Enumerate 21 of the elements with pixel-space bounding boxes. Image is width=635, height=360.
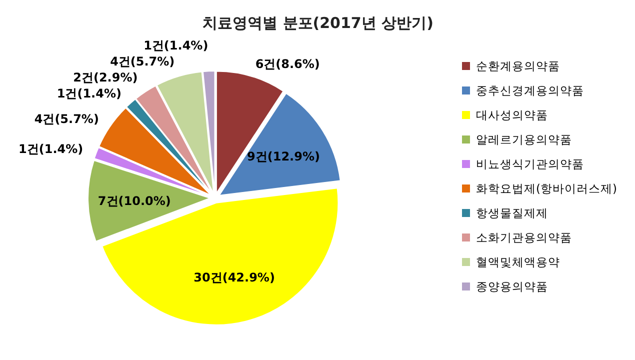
chart-title: 치료영역별 분포(2017년 상반기)	[202, 14, 434, 32]
legend-label: 중추신경계용의약품	[476, 84, 584, 98]
legend-label: 알레르기용의약품	[476, 132, 572, 146]
data-label: 4건(5.7%)	[34, 112, 99, 126]
data-label: 30건(42.9%)	[194, 270, 275, 284]
legend-label: 항생물질제제	[476, 206, 548, 220]
legend-label: 소화기관용의약품	[476, 230, 572, 244]
data-label: 9건(12.9%)	[247, 149, 320, 164]
legend-label: 종양용의약품	[476, 280, 548, 294]
legend-label: 대사성의약품	[476, 108, 548, 122]
data-label: 7건(10.0%)	[98, 194, 171, 208]
legend-label: 혈액및체액용약	[476, 255, 560, 269]
legend-label: 화학요법제(항바이러스제)	[476, 182, 617, 196]
data-label: 2건(2.9%)	[73, 70, 138, 84]
legend-label: 비뇨생식기관의약품	[476, 157, 584, 171]
data-label: 1건(1.4%)	[144, 38, 208, 52]
data-label: 4건(5.7%)	[110, 54, 175, 68]
data-label: 6건(8.6%)	[255, 56, 320, 71]
data-label: 1건(1.4%)	[18, 142, 84, 156]
data-label: 1건(1.4%)	[56, 86, 122, 100]
legend-label: 순환계용의약품	[476, 59, 560, 73]
